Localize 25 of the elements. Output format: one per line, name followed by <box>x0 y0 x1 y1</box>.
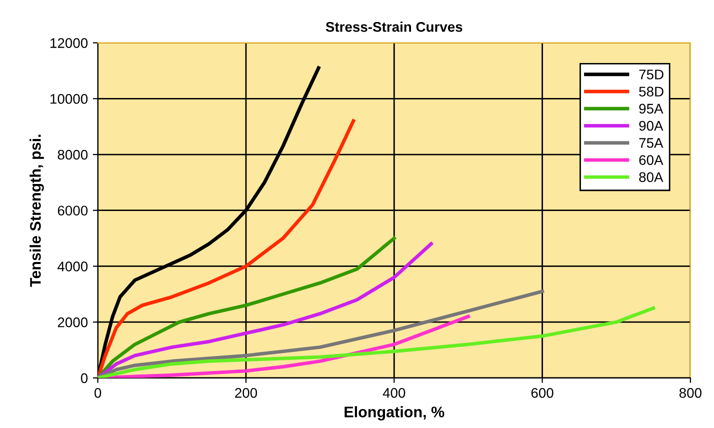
chart-title: Stress-Strain Curves <box>326 22 462 32</box>
legend-label: 75D <box>639 70 664 80</box>
x-tick-label: 800 <box>679 388 702 398</box>
line-series <box>98 119 356 378</box>
line-series <box>98 290 544 378</box>
legend-label: 95A <box>639 104 664 114</box>
legend-label: 60A <box>639 155 664 165</box>
legend-label: 80A <box>639 172 664 182</box>
y-tick-label: 10000 <box>50 94 88 104</box>
y-tick-label: 12000 <box>50 38 88 48</box>
x-axis-title: Elongation, % <box>344 406 444 420</box>
line-series <box>98 306 656 378</box>
y-tick-label: 6000 <box>58 206 88 216</box>
y-tick-label: 0 <box>80 373 88 384</box>
x-tick-label: 0 <box>94 388 102 398</box>
y-tick-label: 8000 <box>58 150 88 160</box>
x-tick-label: 400 <box>382 388 406 398</box>
y-axis-title: Tensile Strength, psi. <box>30 134 44 287</box>
legend-label: 90A <box>639 120 664 131</box>
x-tick-label: 200 <box>235 388 258 398</box>
x-tick-label: 600 <box>531 388 554 398</box>
legend-label: 58D <box>639 86 664 97</box>
y-tick-label: 2000 <box>58 317 88 328</box>
legend-label: 75A <box>639 138 664 148</box>
y-tick-label: 4000 <box>58 262 88 272</box>
